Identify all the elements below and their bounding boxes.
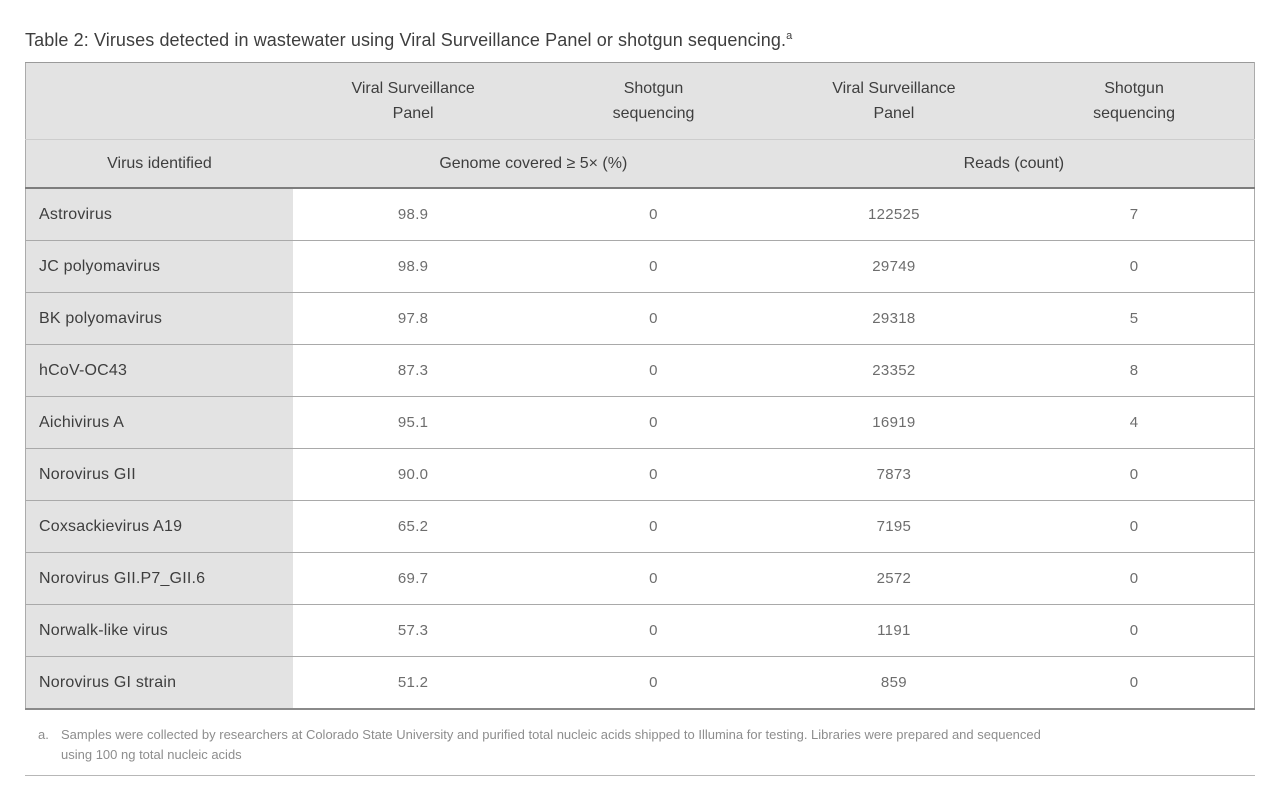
coverage-shotgun-cell: 0 [533,500,774,553]
table-caption-text: Table 2: Viruses detected in wastewater … [25,30,787,50]
reads-shotgun-cell: 7 [1014,188,1255,241]
bottom-divider [25,775,1255,776]
reads-vsp-cell: 23352 [773,344,1015,397]
coverage-shotgun-cell: 0 [533,396,774,449]
coverage-vsp-cell: 90.0 [292,448,534,501]
coverage-vsp-cell: 69.7 [292,552,534,605]
coverage-shotgun-cell: 0 [533,448,774,501]
viruses-table: Viral Surveillance Panel Shotgun sequenc… [25,62,1255,710]
reads-shotgun-cell: 0 [1014,240,1255,293]
table-row: Coxsackievirus A19 65.2 0 7195 0 [25,500,1255,553]
reads-shotgun-cell: 5 [1014,292,1255,345]
group-header-reads: Reads (count) [773,139,1255,189]
coverage-vsp-cell: 97.8 [292,292,534,345]
table-row: Aichivirus A 95.1 0 16919 4 [25,396,1255,449]
reads-vsp-cell: 29749 [773,240,1015,293]
table-row: Norovirus GII.P7_GII.6 69.7 0 2572 0 [25,552,1255,605]
group-header-virus: Virus identified [25,139,293,189]
coverage-shotgun-cell: 0 [533,344,774,397]
empty-header-cell [25,62,293,140]
table-row: BK polyomavirus 97.8 0 29318 5 [25,292,1255,345]
virus-name-cell: hCoV-OC43 [25,344,293,397]
table-row: Norovirus GI strain 51.2 0 859 0 [25,656,1255,710]
coverage-shotgun-cell: 0 [533,604,774,657]
reads-shotgun-cell: 0 [1014,500,1255,553]
header-line: sequencing [612,105,695,122]
virus-name-cell: Norovirus GII [25,448,293,501]
reads-vsp-cell: 7195 [773,500,1015,553]
virus-name-cell: Norovirus GI strain [25,656,293,710]
table-row: Norovirus GII 90.0 0 7873 0 [25,448,1255,501]
coverage-vsp-cell: 87.3 [292,344,534,397]
table-body: Astrovirus 98.9 0 122525 7 JC polyomavir… [25,188,1255,710]
virus-name-cell: Norwalk-like virus [25,604,293,657]
reads-vsp-cell: 29318 [773,292,1015,345]
col-header-coverage-vsp: Viral Surveillance Panel [292,62,534,140]
coverage-shotgun-cell: 0 [533,656,774,710]
reads-shotgun-cell: 8 [1014,344,1255,397]
footnote-line-1: Samples were collected by researchers at… [61,727,1041,742]
header-line: Panel [873,105,915,122]
coverage-vsp-cell: 98.9 [292,240,534,293]
col-header-reads-shotgun: Shotgun sequencing [1014,62,1255,140]
group-header-row: Virus identified Genome covered ≥ 5× (%)… [25,139,1255,189]
reads-vsp-cell: 2572 [773,552,1015,605]
virus-name-cell: Norovirus GII.P7_GII.6 [25,552,293,605]
coverage-vsp-cell: 98.9 [292,188,534,241]
reads-shotgun-cell: 0 [1014,448,1255,501]
reads-vsp-cell: 7873 [773,448,1015,501]
reads-vsp-cell: 1191 [773,604,1015,657]
method-header-row: Viral Surveillance Panel Shotgun sequenc… [25,62,1255,140]
reads-shotgun-cell: 0 [1014,604,1255,657]
table-row: Norwalk-like virus 57.3 0 1191 0 [25,604,1255,657]
header-line: Panel [392,105,434,122]
virus-name-cell: Coxsackievirus A19 [25,500,293,553]
virus-name-cell: Aichivirus A [25,396,293,449]
header-line: Shotgun [623,80,684,97]
table-row: Astrovirus 98.9 0 122525 7 [25,188,1255,241]
header-line: Viral Surveillance [351,80,475,97]
reads-shotgun-cell: 0 [1014,656,1255,710]
reads-shotgun-cell: 4 [1014,396,1255,449]
reads-vsp-cell: 122525 [773,188,1015,241]
table-row: JC polyomavirus 98.9 0 29749 0 [25,240,1255,293]
footnote-marker: a. [38,727,49,742]
footnote: a. Samples were collected by researchers… [38,725,1255,765]
reads-shotgun-cell: 0 [1014,552,1255,605]
coverage-shotgun-cell: 0 [533,188,774,241]
table-row: hCoV-OC43 87.3 0 23352 8 [25,344,1255,397]
coverage-shotgun-cell: 0 [533,292,774,345]
coverage-vsp-cell: 51.2 [292,656,534,710]
col-header-reads-vsp: Viral Surveillance Panel [773,62,1015,140]
title-superscript: a [786,30,793,42]
table-caption: Table 2: Viruses detected in wastewater … [25,0,1255,52]
header-line: Shotgun [1104,80,1164,97]
virus-name-cell: JC polyomavirus [25,240,293,293]
virus-name-cell: BK polyomavirus [25,292,293,345]
footnote-line-2: using 100 ng total nucleic acids [61,747,242,762]
coverage-vsp-cell: 65.2 [292,500,534,553]
header-line: Viral Surveillance [832,80,956,97]
virus-name-cell: Astrovirus [25,188,293,241]
footnote-text: Samples were collected by researchers at… [61,725,1041,765]
table-header: Viral Surveillance Panel Shotgun sequenc… [25,62,1255,189]
group-header-coverage: Genome covered ≥ 5× (%) [292,139,774,189]
coverage-vsp-cell: 95.1 [292,396,534,449]
header-line: sequencing [1093,105,1175,122]
reads-vsp-cell: 16919 [773,396,1015,449]
reads-vsp-cell: 859 [773,656,1015,710]
col-header-coverage-shotgun: Shotgun sequencing [533,62,774,140]
coverage-shotgun-cell: 0 [533,552,774,605]
coverage-vsp-cell: 57.3 [292,604,534,657]
coverage-shotgun-cell: 0 [533,240,774,293]
